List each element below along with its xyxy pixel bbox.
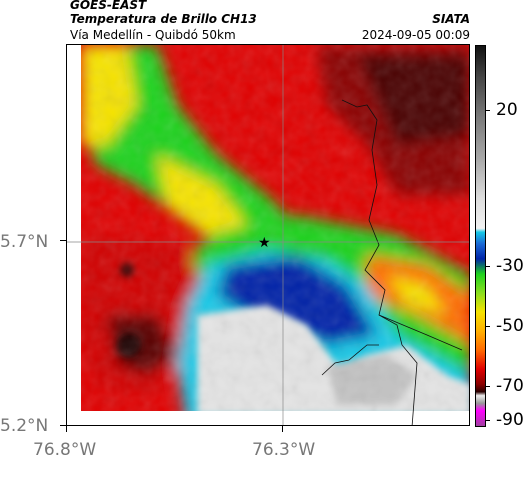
product-name: GOES-EAST [70,0,147,12]
colorbar-tick [486,386,490,387]
lon-label: 76.8°W [33,440,97,460]
timestamp: 2024-09-05 00:09 [361,28,470,42]
lon-tick [282,426,283,432]
border-line [341,99,418,425]
colorbar [475,45,486,427]
border-line-east [378,314,463,351]
colorbar-tick [486,420,490,421]
lat-tick [60,425,66,426]
city-marker-star-icon[interactable]: ★ [258,235,271,251]
colorbar-label: 20 [496,100,518,120]
map-title: Temperatura de Brillo CH13 [70,12,257,26]
texture-overlay [67,45,469,425]
region-label: Vía Medellín - Quibdó 50km [70,28,236,42]
satellite-map[interactable]: ★ [66,44,470,426]
organization-label: SIATA [432,12,470,26]
colorbar-label: -30 [496,256,524,276]
lat-label: 5.7°N [0,232,49,252]
border-line-secondary [321,344,379,376]
lat-tick [60,240,66,241]
colorbar-label: -70 [496,376,524,396]
colorbar-tick [486,266,490,267]
bottom-margin [67,411,469,425]
colorbar-tick [486,326,490,327]
lon-label: 76.3°W [252,440,316,460]
lat-label: 5.2°N [0,416,49,436]
colorbar-label: -50 [496,316,524,336]
colorbar-tick [486,110,490,111]
left-margin [67,45,81,425]
lon-tick [66,426,67,432]
colorbar-label: -90 [496,410,524,430]
brightness-temperature-field: ★ [67,45,469,425]
